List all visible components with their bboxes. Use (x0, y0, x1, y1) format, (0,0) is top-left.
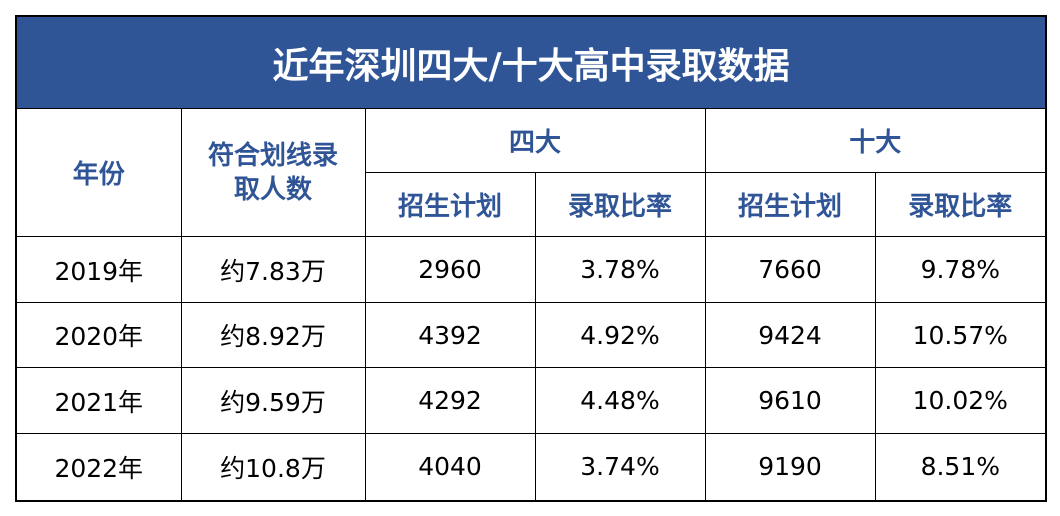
table-cell: 约7.83万 (180, 236, 366, 303)
table-cell: 4.48% (534, 367, 706, 434)
data-row: 2021年 约9.59万 4292 4.48% 9610 10.02% (15, 367, 1047, 434)
table-cell: 2019年 (15, 236, 182, 303)
table-cell: 9610 (704, 367, 876, 434)
header-year: 年份 (15, 108, 182, 237)
header-column: 录取比率 (874, 172, 1047, 237)
header-group: 四大 (364, 108, 706, 173)
table-cell: 约10.8万 (180, 433, 366, 501)
table-cell: 9190 (704, 433, 876, 501)
table-cell: 2022年 (15, 433, 182, 501)
header-column: 招生计划 (364, 172, 536, 237)
header-group: 十大 (704, 108, 1047, 173)
table-cell: 4292 (364, 367, 536, 434)
table-cell: 2020年 (15, 302, 182, 368)
table-title: 近年深圳四大/十大高中录取数据 (15, 15, 1047, 109)
table-cell: 7660 (704, 236, 876, 303)
data-row: 2020年 约8.92万 4392 4.92% 9424 10.57% (15, 302, 1047, 368)
table-cell: 3.74% (534, 433, 706, 501)
data-table: 近年深圳四大/十大高中录取数据 年份 符合划线录取人数 四大 十大 招生计划 录… (15, 15, 1048, 502)
header-applicants: 符合划线录取人数 (180, 108, 366, 237)
data-row: 2022年 约10.8万 4040 3.74% 9190 8.51% (15, 433, 1047, 501)
header-row: 年份 符合划线录取人数 四大 十大 (15, 108, 1047, 237)
data-row: 2019年 约7.83万 2960 3.78% 7660 9.78% (15, 236, 1047, 303)
table-cell: 4.92% (534, 302, 706, 368)
table-cell: 9.78% (874, 236, 1047, 303)
table-cell: 约8.92万 (180, 302, 366, 368)
table-cell: 2960 (364, 236, 536, 303)
table-cell: 9424 (704, 302, 876, 368)
table-cell: 4040 (364, 433, 536, 501)
table-cell: 4392 (364, 302, 536, 368)
table-cell: 3.78% (534, 236, 706, 303)
table-cell: 约9.59万 (180, 367, 366, 434)
table-cell: 2021年 (15, 367, 182, 434)
header-column: 招生计划 (704, 172, 876, 237)
header-column: 录取比率 (534, 172, 706, 237)
title-row: 近年深圳四大/十大高中录取数据 (15, 15, 1047, 109)
table-cell: 8.51% (874, 433, 1047, 501)
table-cell: 10.02% (874, 367, 1047, 434)
table-body: 近年深圳四大/十大高中录取数据 年份 符合划线录取人数 四大 十大 招生计划 录… (15, 15, 1047, 501)
table-cell: 10.57% (874, 302, 1047, 368)
